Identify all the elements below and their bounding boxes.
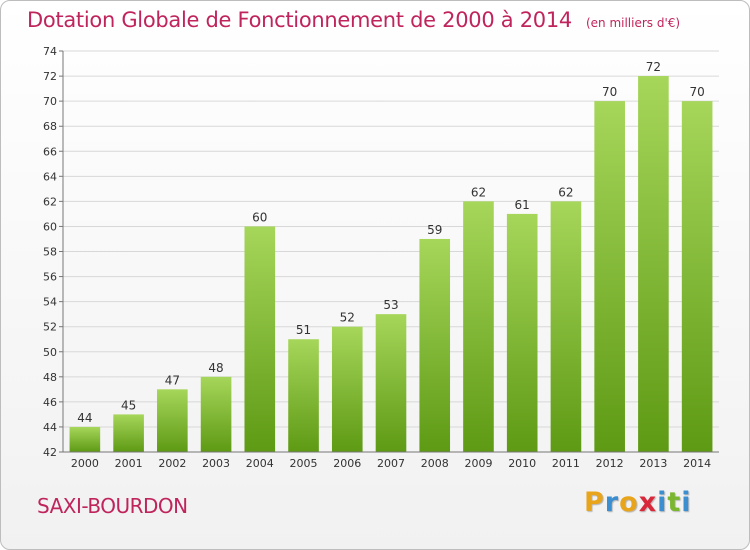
bar-2012 (594, 101, 625, 452)
bar-2008 (419, 238, 451, 452)
y-tick-label: 60 (43, 220, 57, 233)
bar-2001 (113, 414, 144, 452)
data-label: 61 (515, 198, 530, 212)
title-text: Dotation Globale de Fonctionnement de 20… (27, 8, 572, 32)
data-label: 45 (121, 398, 136, 412)
chart-title: Dotation Globale de Fonctionnement de 20… (27, 8, 680, 32)
data-label: 59 (427, 223, 442, 237)
y-tick-label: 70 (43, 95, 57, 108)
y-tick-label: 48 (43, 371, 57, 384)
logo-letter: t (667, 487, 682, 518)
y-tick-label: 46 (43, 396, 57, 409)
data-label: 72 (646, 60, 661, 74)
bar-2007 (375, 314, 407, 452)
x-tick-label: 2005 (290, 457, 318, 470)
data-label: 51 (296, 323, 311, 337)
bar-2006 (331, 326, 363, 452)
logo-letter: P (584, 487, 605, 518)
x-tick-label: 2009 (464, 457, 492, 470)
bar-2010 (506, 213, 538, 452)
y-tick-label: 56 (43, 271, 57, 284)
bar-2014 (681, 101, 713, 452)
bar-2000 (69, 426, 101, 452)
x-tick-label: 2007 (377, 457, 405, 470)
x-tick-label: 2003 (202, 457, 230, 470)
bar-2005 (288, 339, 319, 452)
logo-letter: i (681, 487, 692, 518)
x-tick-label: 2013 (639, 457, 667, 470)
logo-letter: o (619, 487, 639, 518)
y-tick-label: 52 (43, 321, 57, 334)
y-tick-label: 64 (43, 170, 57, 183)
data-label: 52 (340, 311, 355, 325)
proxiti-logo: Proxiti (584, 487, 692, 518)
x-tick-label: 2012 (596, 457, 624, 470)
x-tick-label: 2002 (158, 457, 186, 470)
x-tick-label: 2011 (552, 457, 580, 470)
data-label: 48 (208, 361, 223, 375)
data-label: 47 (165, 373, 180, 387)
data-label: 60 (252, 210, 267, 224)
data-label: 62 (471, 185, 486, 199)
bar-2003 (200, 376, 232, 452)
y-tick-label: 50 (43, 346, 57, 359)
bar-2004 (244, 226, 276, 452)
y-tick-label: 54 (43, 296, 57, 309)
x-tick-label: 2000 (71, 457, 99, 470)
logo-letter: x (638, 487, 658, 518)
x-tick-label: 2006 (333, 457, 361, 470)
logo-letter: r (604, 487, 620, 518)
y-tick-label: 58 (43, 246, 57, 259)
bar-2002 (157, 389, 188, 452)
bar-2013 (638, 76, 669, 452)
data-label: 70 (689, 85, 704, 99)
x-tick-label: 2010 (508, 457, 536, 470)
y-tick-label: 44 (43, 421, 57, 434)
y-tick-label: 68 (43, 120, 57, 133)
x-tick-label: 2001 (115, 457, 143, 470)
data-label: 62 (558, 185, 573, 199)
y-tick-label: 42 (43, 446, 57, 459)
commune-name: SAXI-BOURDON (37, 494, 188, 518)
y-tick-label: 74 (43, 45, 57, 58)
y-tick-label: 72 (43, 70, 57, 83)
x-tick-label: 2004 (246, 457, 274, 470)
logo-letter: i (657, 487, 668, 518)
bar-2011 (550, 201, 582, 452)
data-label: 44 (77, 411, 92, 425)
y-tick-label: 66 (43, 145, 57, 158)
x-tick-label: 2008 (421, 457, 449, 470)
y-tick-label: 62 (43, 195, 57, 208)
bar-2009 (463, 201, 494, 452)
data-label: 53 (383, 298, 398, 312)
chart-subtitle: (en milliers d'€) (585, 16, 681, 30)
x-tick-label: 2014 (683, 457, 711, 470)
data-label: 70 (602, 85, 617, 99)
